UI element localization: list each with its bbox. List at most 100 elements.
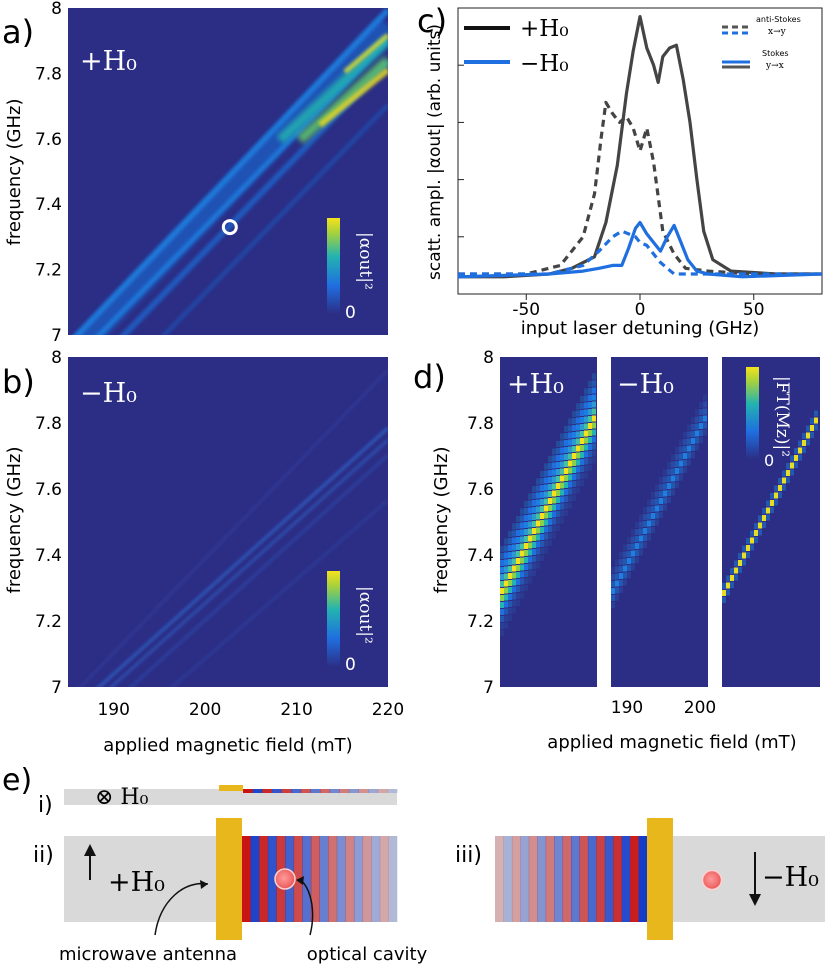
heatmap-cell-d1 (544, 470, 548, 477)
heatmap-cell-d2 (647, 506, 651, 513)
heatmap-cell-d2 (663, 490, 667, 497)
heatmap-cell-d1 (592, 387, 596, 394)
heatmap-cell-d1 (512, 593, 516, 600)
heatmap-cell-d1 (504, 608, 508, 615)
spin-wave-stripe-top (291, 789, 302, 793)
y-tick-b-7.4: 7.4 (35, 546, 62, 566)
heatmap-cell-d3 (786, 463, 790, 469)
heatmap-cell-d1 (568, 418, 572, 425)
heatmap-cell-d1 (516, 551, 520, 557)
heatmap-cell-d2 (651, 527, 655, 533)
heatmap-cell-d2 (683, 439, 687, 445)
heatmap-cell-d3 (726, 589, 730, 596)
heatmap-cell-d1 (552, 490, 556, 497)
heatmap-cell-d3 (814, 424, 818, 431)
heatmap-cell-d1 (532, 535, 536, 541)
heatmap-cell-d1 (516, 579, 520, 585)
heatmap-cell-d1 (556, 518, 560, 524)
heatmap-cell-d2 (659, 477, 663, 483)
heatmap-cell-d2 (643, 535, 647, 541)
heatmap-cell-d3 (770, 493, 774, 499)
heatmap-cell-d1 (588, 402, 592, 408)
heatmap-cell-d2 (611, 595, 615, 601)
heatmap-cell-d1 (564, 510, 568, 516)
heatmap-cell-d1 (564, 440, 568, 446)
heatmap-cell-d3 (730, 575, 734, 581)
heatmap-cell-d2 (659, 498, 663, 504)
heatmap-cell-d1 (516, 593, 520, 599)
heatmap-cell-d2 (655, 512, 659, 519)
heatmap-cell-d1 (548, 526, 552, 532)
y-label-d: frequency (GHz) (431, 447, 452, 594)
heatmap-cell-d2 (631, 564, 635, 571)
heatmap-cell-d1 (508, 573, 512, 579)
colorbar-a-label: |αout|² (355, 232, 375, 290)
colorbar-b-min: 0 (345, 655, 356, 675)
field-label-top: ⊗ H₀ (95, 785, 149, 810)
heatmap-cell-d1 (560, 503, 564, 510)
heatmap-cell-d2 (615, 587, 619, 594)
heatmap-cell-d2 (651, 513, 655, 519)
heatmap-cell-d1 (528, 493, 532, 500)
heatmap-cell-d1 (512, 579, 516, 586)
spin-wave-stripe-ii (371, 836, 381, 922)
heatmap-cell-d1 (508, 615, 512, 621)
heatmap-cell-d3 (774, 499, 778, 506)
heatmap-cell-d1 (532, 542, 536, 548)
heatmap-cell-d2 (663, 469, 667, 476)
heatmap-cell-d2 (675, 454, 679, 460)
heatmap-cell-d1 (592, 394, 596, 401)
heatmap-cell-d3 (782, 470, 786, 477)
heatmap-cell-d1 (536, 548, 540, 555)
heatmap-cell-d2 (639, 549, 643, 556)
heatmap-cell-d1 (576, 487, 580, 494)
subpanel-label-d2: −H₀ (617, 369, 674, 400)
heatmap-cell-d1 (544, 477, 548, 484)
heatmap-cell-d1 (572, 460, 576, 466)
heatmap-cell-d2 (639, 528, 643, 535)
overlay-label-a: +H₀ (80, 46, 137, 77)
heatmap-cell-d3 (786, 470, 790, 476)
heatmap-cell-d2 (635, 543, 639, 549)
panel-label-d: d) (413, 358, 446, 396)
heatmap-cell-d1 (564, 503, 568, 509)
x-tick-c--50: -50 (512, 300, 540, 320)
colorbar-d-min: 0 (764, 451, 774, 470)
heatmap-cell-d1 (576, 445, 580, 452)
heatmap-cell-d3 (790, 462, 794, 469)
heatmap-cell-d1 (588, 444, 592, 450)
heatmap-cell-d1 (524, 536, 528, 542)
heatmap-cell-d1 (500, 588, 504, 594)
plot-c-series (457, 15, 823, 279)
heatmap-cell-d1 (548, 519, 552, 525)
heatmap-cell-d1 (552, 455, 556, 462)
heatmap-cell-d1 (592, 457, 596, 464)
heatmap-cell-d2 (699, 437, 703, 443)
heatmap-cell-d1 (512, 523, 516, 530)
heatmap-cell-d1 (512, 607, 516, 614)
heatmap-cell-d1 (584, 458, 588, 465)
heatmap-cell-d3 (806, 425, 810, 432)
heatmap-cell-d1 (584, 451, 588, 458)
heatmap-b-lines (79, 369, 388, 687)
heatmap-cell-d1 (568, 502, 572, 509)
heatmap-cell-d2 (647, 534, 651, 541)
heatmap-cell-d1 (552, 462, 556, 469)
heatmap-cell-d2 (675, 447, 679, 453)
heatmap-cell-d3 (778, 478, 782, 484)
spin-wave-stripe-ii (345, 836, 355, 922)
heatmap-cell-d3 (738, 553, 742, 559)
spin-wave-stripe-ii (267, 836, 277, 922)
heatmap-cell-d1 (592, 380, 596, 387)
heatmap-cell-d1 (560, 496, 564, 503)
heatmap-cell-d2 (647, 520, 651, 527)
spin-wave-stripe-iii (511, 836, 521, 922)
y-ticks-c (458, 64, 464, 238)
field-label-iii: −H₀ (762, 862, 819, 893)
heatmap-cell-d1 (540, 492, 544, 498)
spin-wave-stripe-iii (630, 836, 640, 922)
heatmap-cell-d1 (528, 514, 532, 521)
heatmap-cell-d1 (584, 444, 588, 451)
heatmap-cell-d1 (512, 530, 516, 537)
heatmap-cell-d1 (588, 381, 592, 387)
